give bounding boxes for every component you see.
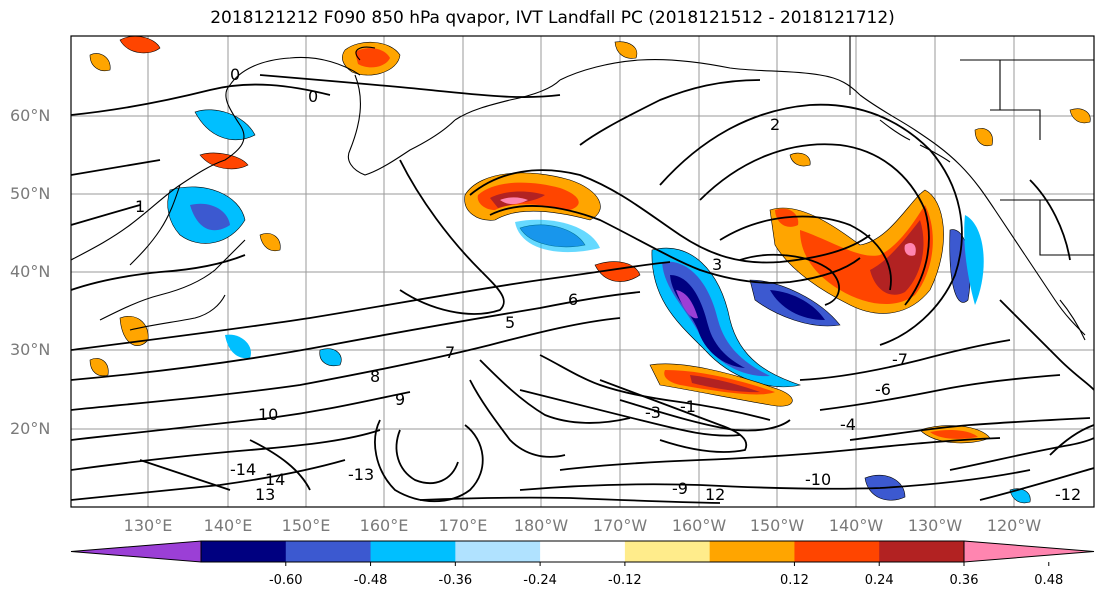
lat-label-20n: 20°N: [10, 419, 51, 438]
colorbar-tick-label: -0.48: [353, 573, 388, 588]
colorbar-tick-label: 0.48: [1034, 573, 1064, 588]
lon-label: 160°W: [671, 516, 727, 535]
colorbar-tick-label: -0.60: [268, 573, 303, 588]
lat-label-40n: 40°N: [10, 262, 51, 281]
contour-label: 1: [135, 197, 145, 216]
contour-label: -12: [1055, 485, 1081, 504]
colorbar-tick-label: -0.36: [438, 573, 473, 588]
lat-label-30n: 30°N: [10, 340, 51, 359]
lon-label: 160°E: [359, 516, 409, 535]
contour-label: -4: [840, 415, 856, 434]
contour-label: -9: [672, 479, 688, 498]
lat-label-60n: 60°N: [10, 106, 51, 125]
contour-label: 3: [712, 255, 722, 274]
colorbar-tick-label: 0.36: [949, 573, 979, 588]
lon-label: 140°W: [828, 516, 884, 535]
contour-label: -3: [645, 403, 661, 422]
lon-label: 130°W: [907, 516, 963, 535]
negative-anomaly-fills: [167, 109, 984, 501]
lon-label: 170°W: [592, 516, 648, 535]
contour-label: 6: [568, 290, 578, 309]
colorbar-tick-label: -0.24: [523, 573, 557, 588]
contour-label: 12: [705, 485, 725, 504]
contour-label: 13: [255, 485, 275, 504]
positive-anomaly-fills: [89, 36, 1091, 504]
contour-label: 7: [445, 343, 455, 362]
contour-label: -1: [680, 397, 696, 416]
contour-label: -7: [892, 350, 908, 369]
contour-label: 14: [265, 470, 285, 489]
contour-label: 9: [395, 390, 405, 409]
contour-label: 0: [308, 87, 318, 106]
contour-label: -6: [875, 380, 891, 399]
lat-label-50n: 50°N: [10, 184, 51, 203]
colorbar-tick-label: 0.24: [864, 573, 894, 588]
colorbar-tick-label: 0.12: [779, 573, 809, 588]
contour-labels: 0 0 1 2 3 5 6 7 8 9 10 12 13 14 -1 -3 -4…: [135, 65, 1081, 504]
contour-label: -13: [348, 465, 374, 484]
lon-label: 120°W: [986, 516, 1042, 535]
lon-label: 150°W: [749, 516, 805, 535]
contour-lines: [71, 74, 1094, 504]
lon-label: 150°E: [281, 516, 331, 535]
colorbar-tick-label: -0.12: [608, 573, 642, 588]
map-frame: [70, 35, 1095, 508]
contour-label: 0: [230, 65, 240, 84]
lon-label: 170°E: [438, 516, 488, 535]
contour-label: 10: [258, 405, 278, 424]
contour-label: -14: [230, 460, 256, 479]
contour-label: 5: [505, 313, 515, 332]
lon-label: 180°W: [513, 516, 569, 535]
contour-label: 2: [770, 115, 780, 134]
map-title: 2018121212 F090 850 hPa qvapor, IVT Land…: [210, 8, 895, 28]
contour-label: -10: [805, 470, 831, 489]
lon-label: 140°E: [203, 516, 253, 535]
lon-label: 130°E: [123, 516, 173, 535]
contour-label: 8: [370, 367, 380, 386]
